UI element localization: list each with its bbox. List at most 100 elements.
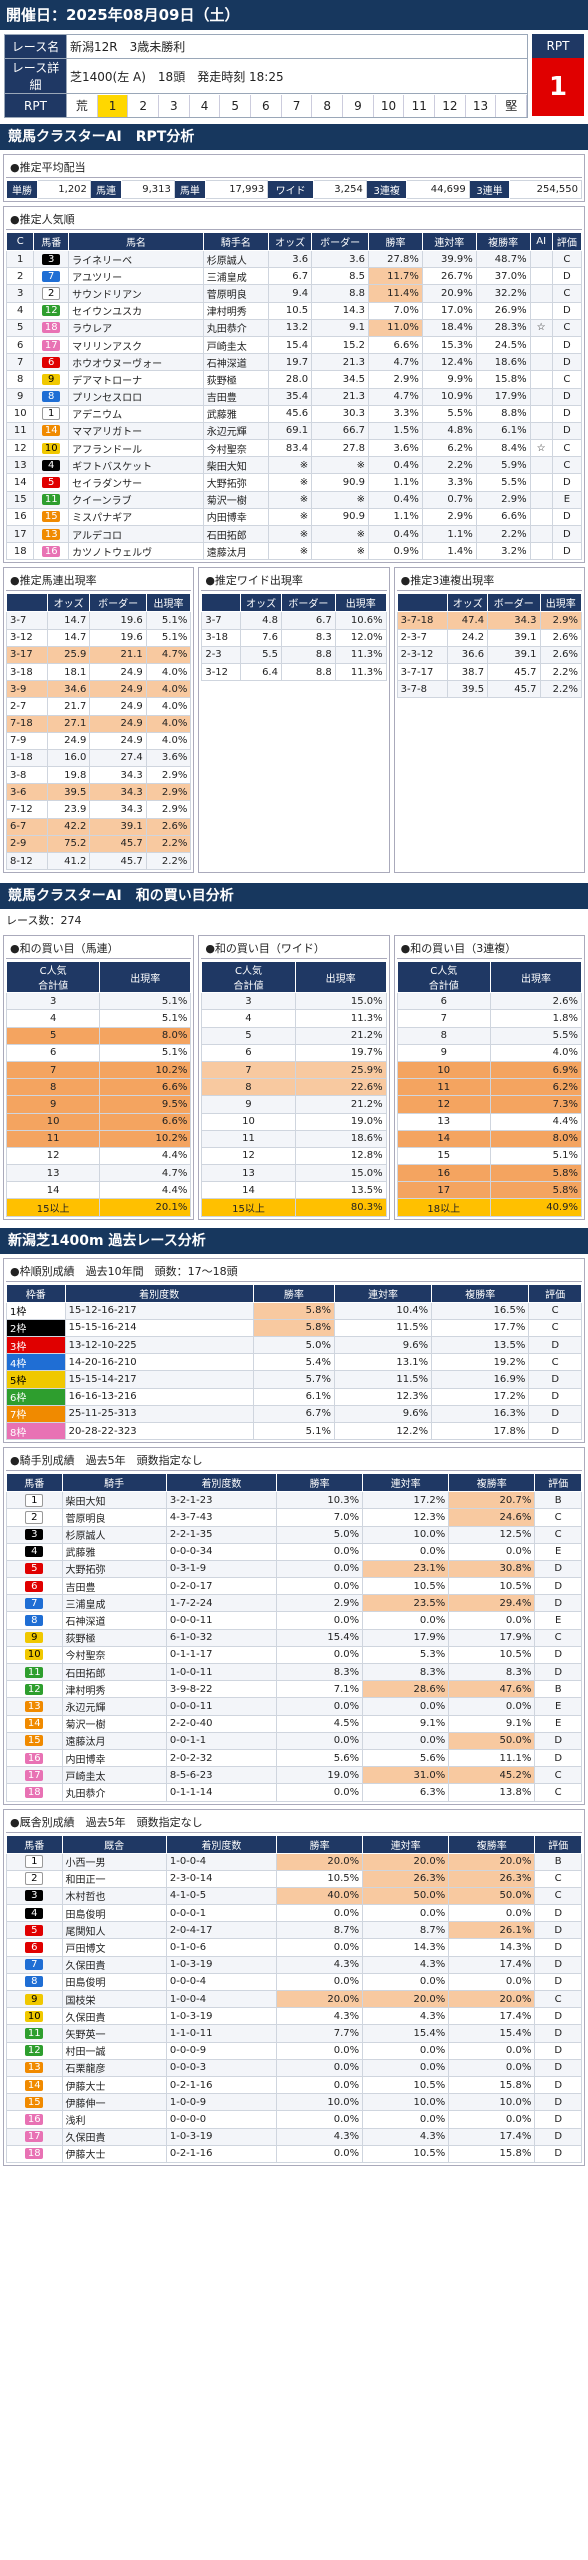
cell: 5.1% <box>145 611 192 630</box>
column-header: 出現率 <box>294 961 387 994</box>
cell: 菊沢一樹 <box>61 1714 167 1733</box>
cell: 3-2-1-23 <box>165 1491 278 1510</box>
table-header: C人気 合計値 出現率 <box>396 961 582 994</box>
cell: 13 <box>5 1164 101 1183</box>
cell: D <box>534 1594 582 1613</box>
cell: 15.4% <box>362 2024 450 2043</box>
table-row: 12 津村明秀 3-9-8-22 7.1% 28.6% 47.6% B <box>6 1680 582 1699</box>
cell: 19.6 <box>89 611 147 630</box>
cell: 3-12 <box>201 662 242 682</box>
table-row: 17 戸崎圭太 8-5-6-23 19.0% 31.0% 45.2% C <box>6 1766 582 1785</box>
cell: 6.6% <box>475 507 531 527</box>
cell: 15 <box>5 490 35 509</box>
cell: 16.0 <box>46 748 91 768</box>
cell: デアマトローナ <box>68 370 204 389</box>
cell: 4.7% <box>368 387 423 406</box>
cell: 2-9 <box>6 834 48 854</box>
table-row: 7 25.9% <box>201 1060 387 1080</box>
horse-number-badge: 1 <box>42 407 61 421</box>
cell: 13.2 <box>268 318 313 337</box>
cell: 0.0% <box>448 1904 536 1923</box>
section-past-title: 新潟芝1400m 過去レース分析 <box>0 1227 588 1254</box>
cell: ミスパナギア <box>68 507 204 527</box>
cell: 8-12 <box>6 851 48 871</box>
column-header: 評価 <box>534 1834 582 1854</box>
rpt-cell: 9 <box>343 94 374 117</box>
cell: 0.0% <box>276 1972 364 1992</box>
cell: 武藤雅 <box>202 404 270 423</box>
cell: 8.5 <box>311 267 370 286</box>
wa-row: ●和の買い目（馬連） C人気 合計値 出現率 3 5.1% 4 5.1% 5 8.0% 6 5.1%… <box>3 935 585 1220</box>
column-header: オッズ <box>447 593 489 613</box>
cell: 0.4% <box>368 524 423 544</box>
table-row: 10 1 アデニウム 武藤雅 45.6 30.3 3.3% 5.5% 8.8% D <box>5 404 583 423</box>
cell: 9.5% <box>99 1095 192 1114</box>
cell: 0.0% <box>276 2058 364 2077</box>
cell: 23.1% <box>362 1559 450 1579</box>
table-row: 3-18 18.1 24.9 4.0% <box>6 662 192 682</box>
cell: D <box>528 1387 582 1406</box>
table-row: 11 18.6% <box>201 1129 387 1148</box>
horse-number-badge: 9 <box>25 1993 44 2005</box>
cell: 0.0% <box>448 1542 536 1561</box>
cell: 丸田恭介 <box>61 1783 167 1802</box>
cell: 2.6% <box>145 817 192 836</box>
cell: 8.0% <box>489 1129 582 1148</box>
table-row: 3-7 4.8 6.7 10.6% <box>201 611 387 630</box>
cell: D <box>534 1972 582 1992</box>
table-row: 5 8.0% <box>5 1026 192 1045</box>
cell <box>529 473 553 492</box>
column-header: ボーダー <box>280 593 336 613</box>
cell <box>529 542 553 561</box>
cell: 15.0% <box>294 992 387 1011</box>
table-row: 4枠 14-20-16-210 5.4% 13.1% 19.2% C <box>6 1353 582 1372</box>
cell: 12.4% <box>421 353 477 372</box>
table-row: 10 6.9% <box>396 1060 582 1080</box>
cell: ☆ <box>529 439 553 458</box>
cell: C <box>534 1869 582 1888</box>
cell: 木村哲也 <box>61 1886 167 1906</box>
payout-value: 1,202 <box>37 180 91 199</box>
cell: D <box>551 524 583 544</box>
horse-number-badge: 18 <box>42 322 61 334</box>
cell: 4 <box>6 1904 63 1923</box>
cell: 10.5% <box>362 2144 450 2163</box>
cell: D <box>534 1748 582 1768</box>
cell: 39.5 <box>447 680 489 699</box>
cell <box>529 249 553 269</box>
cell: 17.4% <box>448 2127 536 2146</box>
table-row: 9 9.5% <box>5 1095 192 1114</box>
column-header: 着別度数 <box>165 1834 278 1854</box>
cell: 34.3 <box>487 611 541 630</box>
cell: 50.0% <box>448 1886 536 1906</box>
cell: 1-0-3-19 <box>165 2007 278 2026</box>
column-header: ボーダー <box>311 232 370 251</box>
table-row: 2枠 15-15-16-214 5.8% 11.5% 17.7% C <box>6 1318 582 1338</box>
cell: 石神深道 <box>61 1611 167 1630</box>
table-row: 7枠 25-11-25-313 6.7% 9.6% 16.3% D <box>6 1404 582 1423</box>
table-row: 6 17 マリリンアスク 戸崎圭太 15.4 15.2 6.6% 15.3% 24.5% D <box>5 335 583 355</box>
cell: 6.6% <box>99 1112 192 1131</box>
cell: D <box>534 1731 582 1750</box>
cell: C <box>534 1766 582 1785</box>
table-header: オッズ ボーダー 出現率 <box>201 593 387 613</box>
table-row: 13 4 ギフトバスケット 柴田大知 ※ ※ 0.4% 2.2% 5.9% C <box>5 456 583 475</box>
column-header: 連対率 <box>362 1473 450 1493</box>
cell: D <box>551 267 583 286</box>
cell: 8 <box>33 387 70 406</box>
cell: 4 <box>5 301 35 320</box>
table-row: 8 22.6% <box>201 1078 387 1097</box>
cell: 50.0% <box>448 1731 536 1750</box>
cell: D <box>534 1559 582 1579</box>
cell: 40.0% <box>276 1886 364 1906</box>
cell: 4.0% <box>145 714 192 733</box>
cell <box>529 404 553 423</box>
table-header: 馬番 騎手 着別度数 勝率 連対率 複勝率 評価 <box>6 1473 582 1493</box>
cell: 0.0% <box>276 2041 364 2060</box>
race-count: レース数：274 <box>6 914 82 928</box>
cell: 今村聖奈 <box>61 1645 167 1665</box>
cell: 0-0-0-1 <box>165 1904 278 1923</box>
horse-number-badge: 13 <box>25 1700 44 1712</box>
cell: 15 <box>33 507 70 527</box>
cell <box>529 267 553 286</box>
